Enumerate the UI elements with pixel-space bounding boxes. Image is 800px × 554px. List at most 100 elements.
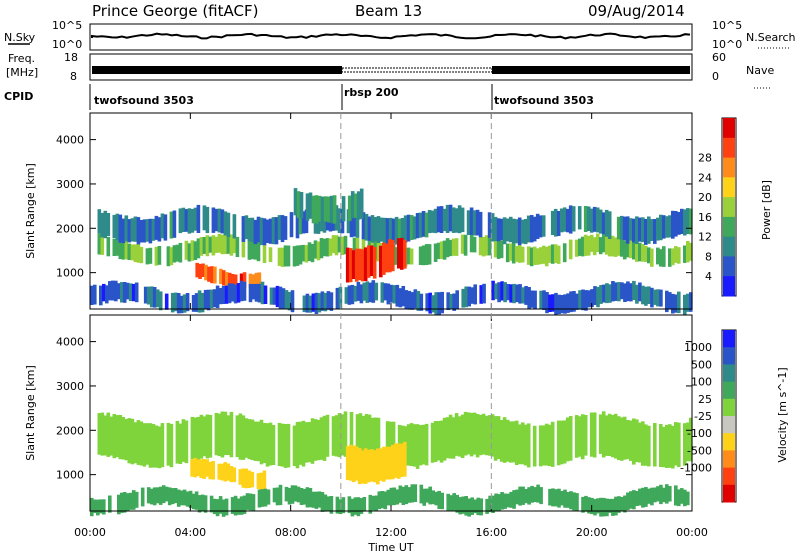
power-cell — [686, 208, 690, 234]
power-cell — [520, 219, 525, 244]
power-cell — [394, 216, 399, 245]
velocity-cell — [200, 494, 205, 512]
power-cell — [124, 215, 129, 242]
power-cell — [532, 246, 537, 265]
velocity-y-label: Slant Range [km] — [24, 365, 37, 461]
power-cell — [155, 289, 160, 308]
velocity-cell — [650, 487, 654, 506]
velocity-cell — [425, 488, 429, 503]
power-cell — [225, 272, 229, 286]
colorbar-segment — [723, 364, 735, 383]
velocity-cell — [616, 416, 621, 460]
power-cell — [157, 246, 162, 265]
power-cell — [93, 284, 97, 305]
velocity-cell — [467, 498, 471, 517]
power-cell — [382, 242, 386, 275]
power-cell — [213, 266, 217, 284]
velocity-cell — [437, 490, 441, 509]
power-cell — [607, 238, 612, 257]
velocity-cell — [635, 419, 639, 463]
velocity-cell — [476, 497, 480, 516]
velocity-cell — [236, 498, 241, 515]
power-cell — [595, 207, 600, 233]
power-cell — [659, 214, 663, 241]
power-cell — [314, 195, 319, 224]
power-cell — [226, 212, 231, 237]
velocity-cell — [385, 421, 390, 463]
velocity-cell — [223, 462, 228, 482]
power-cell — [100, 235, 105, 255]
velocity-cell — [632, 490, 636, 510]
power-cell — [547, 245, 552, 263]
power-cell — [187, 243, 192, 262]
velocity-cell — [340, 414, 345, 456]
power-cell — [214, 208, 219, 232]
power-cell — [533, 290, 537, 310]
power-cell — [215, 285, 220, 308]
power-cell — [118, 214, 123, 243]
velocity-cell — [385, 446, 389, 480]
velocity-cell — [203, 495, 208, 513]
colorbar-tick-label: 16 — [698, 211, 712, 224]
power-cell — [659, 249, 663, 267]
velocity-cell — [598, 414, 603, 454]
x-tick-label: 12:00 — [375, 526, 407, 539]
velocity-cell — [556, 420, 561, 466]
velocity-cell — [360, 450, 365, 484]
power-cell — [650, 248, 654, 267]
power-cell — [345, 247, 350, 283]
velocity-cell — [617, 496, 621, 513]
power-cell — [629, 283, 633, 302]
power-cell — [610, 235, 615, 257]
velocity-cell — [503, 493, 507, 509]
power-cell — [232, 237, 237, 254]
velocity-cell — [284, 486, 289, 502]
power-cell — [467, 286, 471, 307]
velocity-cell — [196, 416, 201, 461]
power-cell — [418, 246, 423, 265]
velocity-cell — [319, 417, 324, 460]
velocity-cell — [376, 417, 381, 462]
power-cell — [211, 235, 216, 256]
power-cell — [565, 208, 570, 233]
velocity-cell — [541, 425, 546, 466]
velocity-cell — [446, 493, 450, 512]
power-cell — [568, 205, 573, 234]
power-cell — [154, 246, 159, 266]
cpid-row: CPID twofsound 3503 rbsp 200 twofsound 3… — [4, 84, 594, 110]
power-cell — [526, 246, 531, 265]
power-cell — [193, 241, 198, 260]
power-cell — [448, 239, 453, 257]
power-colorbar — [723, 118, 735, 297]
time-x-ticks: 00:00 04:00 08:00 12:00 16:00 20:00 00:00 — [74, 113, 708, 539]
velocity-cell — [325, 414, 330, 457]
x-tick-label: 04:00 — [174, 526, 206, 539]
power-cell — [568, 239, 573, 260]
power-cell — [99, 285, 103, 306]
power-cell — [143, 286, 148, 304]
velocity-cell — [286, 423, 291, 468]
power-cell — [472, 210, 477, 236]
power-cell — [184, 209, 189, 232]
power-cell — [538, 247, 543, 265]
velocity-cell — [238, 413, 243, 460]
power-cell — [133, 244, 138, 262]
power-cell — [241, 238, 246, 258]
velocity-cell — [656, 486, 660, 502]
colorbar-segment — [723, 416, 735, 434]
power-cell — [259, 217, 264, 246]
power-cell — [379, 217, 384, 242]
velocity-colorbar-ticks: 1000 500 100 25 -25 -100 -500 -1000 — [680, 341, 712, 474]
power-cell — [457, 205, 462, 234]
velocity-cell — [434, 491, 438, 506]
power-cell — [494, 283, 498, 300]
velocity-cell — [122, 492, 127, 513]
power-cell — [500, 281, 504, 301]
velocity-cell — [383, 491, 388, 510]
velocity-cell — [298, 421, 303, 465]
velocity-cell — [620, 497, 624, 512]
velocity-cell — [301, 420, 306, 467]
velocity-cell — [653, 423, 657, 467]
colorbar-segment — [723, 177, 735, 198]
colorbar-tick-label: -100 — [687, 427, 712, 440]
